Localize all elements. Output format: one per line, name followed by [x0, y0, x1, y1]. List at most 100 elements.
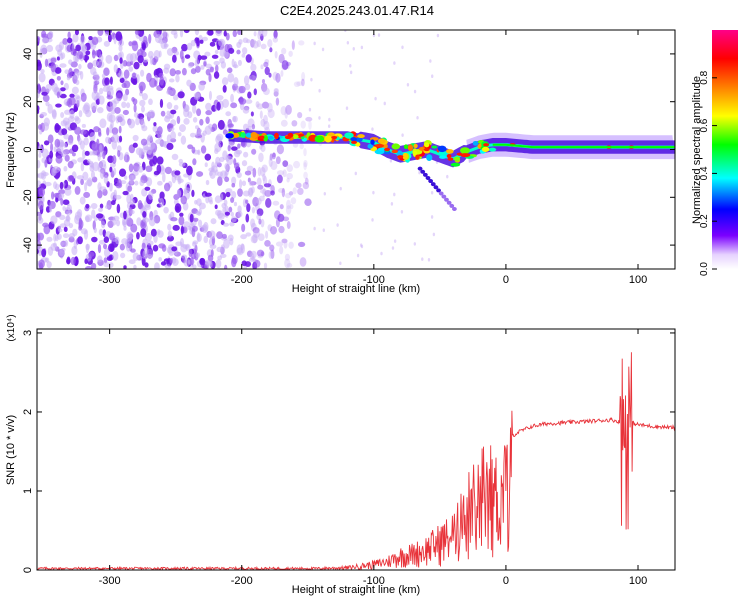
y-tick-label: 2	[22, 409, 34, 415]
noise-blob	[150, 228, 157, 237]
noise-blob	[214, 204, 218, 210]
noise-blob	[37, 160, 41, 169]
noise-blob	[241, 260, 247, 267]
noise-speck	[356, 253, 360, 258]
noise-blob	[61, 128, 68, 136]
noise-blob	[245, 232, 252, 237]
noise-blob	[238, 39, 243, 45]
ridge-hotspot	[456, 152, 463, 156]
noise-blob	[142, 58, 149, 63]
noise-blob	[215, 209, 221, 216]
ridge-blob	[245, 132, 253, 138]
noise-blob	[248, 187, 254, 196]
noise-blob	[54, 67, 62, 74]
noise-blob	[71, 144, 79, 153]
noise-blob	[290, 197, 297, 205]
noise-blob	[196, 232, 200, 242]
noise-blob	[115, 219, 121, 227]
noise-blob	[167, 123, 174, 129]
noise-speck	[429, 59, 432, 63]
noise-blob	[132, 72, 137, 78]
noise-blob	[297, 112, 303, 119]
noise-blob	[218, 38, 226, 47]
noise-blob	[267, 108, 275, 119]
noise-blob	[288, 50, 293, 57]
noise-blob	[251, 186, 255, 194]
noise-blob	[103, 174, 109, 185]
noise-blob	[123, 225, 127, 231]
noise-blob	[37, 89, 40, 99]
ridge-hotspot	[351, 140, 358, 144]
noise-blob	[180, 225, 184, 235]
noise-blob	[91, 209, 96, 219]
noise-blob	[281, 47, 287, 55]
noise-blob	[132, 142, 138, 148]
noise-blob	[231, 190, 237, 199]
noise-blob	[118, 125, 122, 134]
noise-blob	[64, 239, 69, 247]
noise-blob	[224, 169, 229, 176]
noise-speck	[413, 89, 417, 94]
noise-blob	[98, 95, 105, 105]
noise-blob	[90, 202, 98, 210]
noise-blob	[244, 83, 251, 91]
noise-blob	[250, 250, 257, 259]
noise-blob	[64, 69, 70, 74]
noise-blob	[38, 72, 46, 83]
noise-blob	[41, 30, 47, 38]
noise-blob	[139, 99, 146, 107]
noise-speck	[383, 101, 386, 106]
noise-blob	[233, 149, 241, 158]
noise-blob	[53, 181, 58, 190]
noise-blob	[208, 90, 212, 101]
noise-blob	[135, 117, 140, 126]
noise-blob	[257, 184, 264, 190]
noise-blob	[99, 186, 107, 192]
noise-blob	[237, 59, 242, 66]
frequency-ridge	[225, 128, 675, 212]
ridge-tail-blob	[436, 188, 441, 193]
noise-blob	[252, 167, 257, 178]
ridge-tail-blob	[425, 175, 431, 180]
noise-blob	[224, 162, 229, 170]
noise-blob	[80, 92, 87, 103]
noise-blob	[85, 266, 93, 269]
noise-blob	[273, 91, 279, 97]
snr-y-label: SNR (10 * v/v)	[5, 415, 17, 485]
noise-blob	[170, 217, 178, 222]
noise-blob	[246, 203, 251, 213]
noise-blob	[272, 200, 280, 206]
noise-blob	[50, 191, 55, 200]
noise-blob	[123, 210, 127, 220]
noise-blob	[256, 197, 262, 205]
noise-blob	[64, 187, 72, 196]
noise-blob	[216, 246, 223, 253]
noise-blob	[236, 247, 244, 256]
noise-blob	[53, 146, 57, 153]
noise-blob	[176, 189, 182, 198]
noise-blob	[68, 97, 76, 106]
noise-blob	[253, 31, 257, 37]
colorbar-gradient	[712, 30, 738, 269]
ridge-blob	[370, 139, 375, 145]
noise-blob	[113, 167, 117, 176]
noise-blob	[85, 179, 93, 187]
noise-blob	[123, 265, 127, 269]
noise-blob	[121, 101, 127, 109]
ridge-hotspot	[423, 147, 430, 152]
noise-blob	[286, 221, 291, 230]
noise-blob	[231, 183, 236, 188]
noise-blob	[114, 106, 121, 114]
noise-blob	[228, 206, 233, 213]
noise-blob	[197, 149, 201, 156]
noise-blob	[55, 155, 63, 164]
noise-blob	[230, 197, 235, 203]
noise-blob	[231, 216, 237, 223]
noise-blob	[109, 182, 113, 192]
noise-blob	[62, 199, 70, 206]
noise-blob	[103, 257, 108, 264]
noise-blob	[171, 173, 177, 184]
ridge-blob	[274, 132, 279, 140]
noise-blob	[200, 145, 207, 154]
